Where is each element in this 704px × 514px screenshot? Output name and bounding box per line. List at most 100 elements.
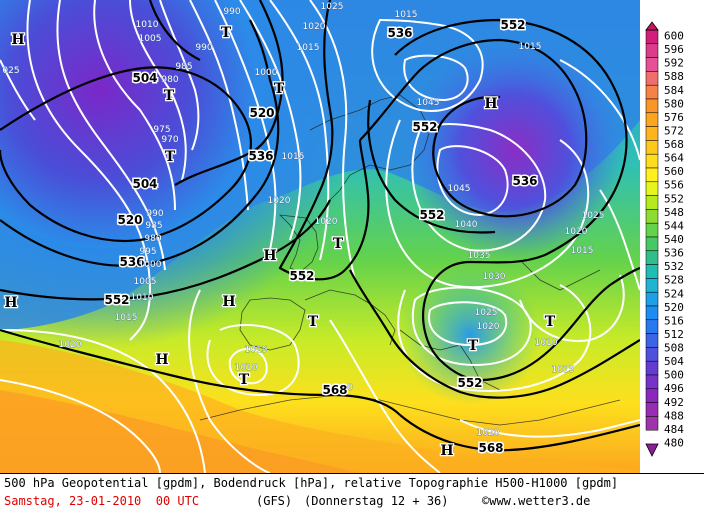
geopotential-label: 504 <box>132 71 157 85</box>
pressure-label: 1020 <box>268 196 291 206</box>
color-scale-label: 552 <box>664 192 684 205</box>
pressure-label: 1010 <box>131 293 154 303</box>
geopotential-label: 568 <box>322 383 347 397</box>
color-scale-label: 504 <box>664 355 684 368</box>
color-scale-box <box>645 29 659 45</box>
pressure-label: 1045 <box>448 184 471 194</box>
color-scale-box <box>645 319 659 334</box>
pressure-label: 1020 <box>477 322 500 332</box>
low-pressure-marker: T <box>333 236 344 252</box>
pressure-label: 1015 <box>552 365 575 375</box>
geopotential-label: 552 <box>412 120 437 134</box>
geopotential-labels: 552 536 504 520 552 536 504 536 552 520 536 552 552 5… <box>103 17 539 457</box>
pressure-label: 1015 <box>519 42 542 52</box>
color-scale-label: 536 <box>664 247 684 260</box>
low-pressure-marker: T <box>165 149 176 165</box>
color-scale-label: 508 <box>664 342 684 355</box>
pressure-label: 1040 <box>455 220 478 230</box>
color-scale-label: 560 <box>664 165 684 178</box>
color-scale-box <box>645 98 659 114</box>
weather-map: 552 536 504 520 552 536 504 536 552 520 536 552 552 5… <box>0 0 640 473</box>
pressure-label: 1015 <box>245 345 268 355</box>
pressure-label: 1030 <box>483 272 506 282</box>
color-scale-box <box>645 291 659 307</box>
isobars <box>0 0 640 473</box>
pressure-label: 1020 <box>477 428 500 438</box>
pressure-label: 990 <box>195 43 212 53</box>
color-scale-box <box>645 209 659 224</box>
color-scale-label: 496 <box>664 382 684 395</box>
geopotential-label: 552 <box>500 18 525 32</box>
color-scale-label: 564 <box>664 152 684 165</box>
color-scale-box <box>645 236 659 252</box>
color-scale-label: 520 <box>664 301 684 314</box>
color-scale-label: 568 <box>664 138 684 151</box>
color-scale-box <box>645 167 659 183</box>
color-scale-label: 516 <box>664 314 684 327</box>
color-scale-box <box>645 222 659 238</box>
low-pressure-marker: T <box>164 88 175 104</box>
color-scale-label: 588 <box>664 70 684 83</box>
color-scale-label: 540 <box>664 233 684 246</box>
color-scale-label: 528 <box>664 274 684 287</box>
color-scale-box <box>645 181 659 196</box>
color-scale-label: 596 <box>664 43 684 56</box>
color-scale-label: 512 <box>664 328 684 341</box>
color-scale-box <box>645 126 659 141</box>
geopotential-label: 552 <box>289 269 314 283</box>
color-scale-box <box>645 140 659 155</box>
color-scale-label: 532 <box>664 260 684 273</box>
color-scale-label: 500 <box>664 369 684 382</box>
pressure-label: 985 <box>145 221 162 231</box>
pressure-label: 1015 <box>395 10 418 20</box>
pressure-label: 1015 <box>297 43 320 53</box>
pressure-label: 1010 <box>136 20 159 30</box>
color-scale-boxes <box>645 29 659 431</box>
color-scale-box <box>645 153 659 169</box>
color-scale-box <box>645 195 659 210</box>
pressure-label: 1015 <box>115 313 138 323</box>
pressure-label: 1015 <box>571 246 594 256</box>
low-pressure-marker: T <box>239 372 250 388</box>
color-scale-label: 548 <box>664 206 684 219</box>
color-scale-label: 572 <box>664 124 684 137</box>
high-pressure-marker: H <box>155 352 168 368</box>
color-scale-box <box>645 374 659 390</box>
geopotential-label: 536 <box>512 174 537 188</box>
color-scale-box <box>645 402 659 417</box>
low-pressure-marker: T <box>468 338 479 354</box>
color-scale-label: 484 <box>664 423 684 436</box>
low-pressure-marker: T <box>308 314 319 330</box>
high-pressure-marker: H <box>440 443 453 459</box>
pressure-label: 975 <box>153 125 170 135</box>
color-scale-label: 480 <box>664 437 684 450</box>
pressure-label: 1010 <box>235 363 258 373</box>
pressure-label: 1045 <box>417 98 440 108</box>
pressure-label: 1000 <box>139 260 162 270</box>
pressure-label: 1020 <box>565 227 588 237</box>
high-pressure-marker: H <box>222 294 235 310</box>
low-pressure-marker: T <box>221 25 232 41</box>
color-scale-label: 556 <box>664 179 684 192</box>
color-scale-box <box>645 43 659 58</box>
color-scale-box <box>645 71 659 86</box>
color-scale-label: 600 <box>664 30 684 43</box>
color-scale-label: 584 <box>664 84 684 97</box>
color-scale-box <box>645 416 659 431</box>
color-scale-box <box>645 388 659 403</box>
color-scale-box <box>645 360 659 376</box>
color-scale-label: 488 <box>664 409 684 422</box>
color-scale-box <box>645 250 659 265</box>
pressure-label: 1020 <box>303 22 326 32</box>
pressure-label: 990 <box>146 209 163 219</box>
pressure-label: 1035 <box>468 251 491 261</box>
geopotential-label: 536 <box>248 149 273 163</box>
pressure-label: 970 <box>161 135 178 145</box>
pressure-label: 980 <box>161 75 178 85</box>
geopotential-label: 520 <box>249 106 274 120</box>
color-scale-box <box>645 112 659 127</box>
scale-arrow-top-icon <box>645 21 659 31</box>
high-pressure-marker: H <box>11 32 24 48</box>
geopotential-contours <box>0 0 640 452</box>
